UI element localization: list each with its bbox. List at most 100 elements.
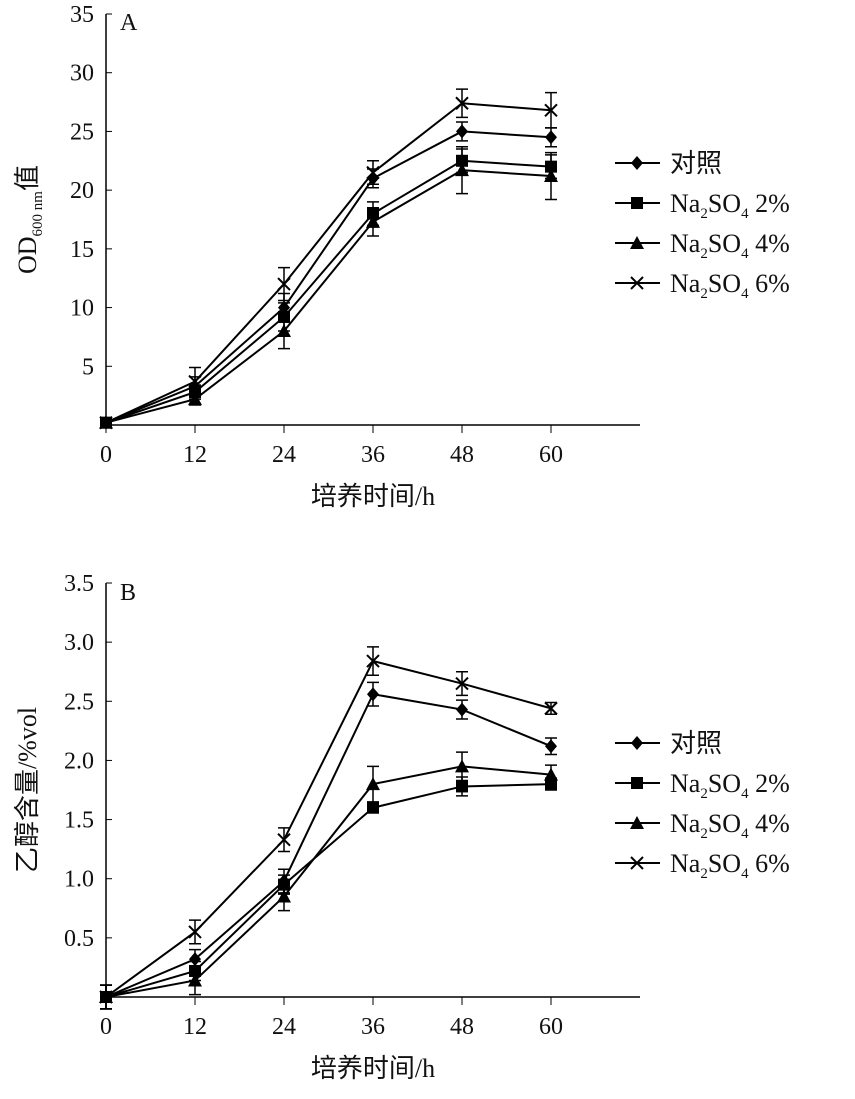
legend-text-part: 2	[700, 826, 708, 842]
y-label-sub: 600 nm	[30, 191, 46, 237]
series-3: Na2SO4 6%	[99, 88, 790, 430]
y-tick-label: 3.0	[64, 630, 94, 656]
y-tick-label: 1.0	[64, 867, 94, 893]
y-label-main: 乙醇含量/%vol	[13, 707, 42, 873]
x-tick-label: 12	[183, 1014, 207, 1040]
series-line	[105, 765, 552, 998]
data-point	[544, 103, 558, 117]
series-line	[105, 102, 552, 424]
legend-text-part: 4%	[749, 229, 790, 258]
series-line	[105, 659, 552, 998]
data-point	[99, 990, 113, 1004]
legend-marker	[630, 276, 644, 290]
y-tick-label: 1.5	[64, 808, 94, 834]
legend-text-part: Na	[670, 189, 701, 218]
x-tick-label: 0	[100, 1014, 112, 1040]
y-tick-label: 2.0	[64, 748, 94, 774]
legend-text-part: 4	[741, 246, 749, 262]
legend-text-part: 4	[741, 286, 749, 302]
data-point	[544, 701, 558, 716]
legend-label: Na2SO4 6%	[670, 849, 790, 882]
data-point	[545, 130, 557, 145]
x-tick-label: 60	[539, 442, 563, 468]
legend-text-part: 2	[700, 866, 708, 882]
data-point	[456, 124, 468, 139]
series-2: Na2SO4 4%	[99, 145, 790, 429]
y-tick-label: 25	[70, 119, 94, 145]
legend-text-part: 4	[741, 866, 749, 882]
legend-text-part: 2	[700, 786, 708, 802]
y-tick-label: 10	[70, 296, 94, 322]
legend-marker	[631, 197, 643, 209]
data-point	[188, 925, 202, 939]
legend-text-part: Na	[670, 809, 701, 838]
legend-text-part: 4	[741, 786, 749, 802]
data-point	[456, 702, 468, 717]
data-point	[455, 163, 469, 177]
legend-label: 对照	[670, 729, 722, 758]
legend-text-part: SO	[708, 189, 741, 218]
legend-text-part: SO	[708, 229, 741, 258]
y-tick-label: 15	[70, 237, 94, 263]
legend-marker	[630, 816, 644, 829]
x-tick-label: 0	[100, 442, 112, 468]
data-point	[277, 324, 291, 338]
data-point	[455, 676, 469, 691]
legend-marker	[631, 736, 643, 750]
data-point	[366, 165, 380, 180]
legend-text-part: 4	[741, 826, 749, 842]
y-label-suffix: 值	[13, 165, 42, 191]
x-axis-label: 培养时间/h	[311, 482, 435, 511]
y-axis-label: OD600 nm值	[13, 165, 46, 274]
y-tick-label: 0.5	[64, 926, 94, 952]
legend-label: Na2SO4 2%	[670, 769, 790, 802]
legend-text-part: 2	[700, 286, 708, 302]
data-point	[188, 392, 202, 406]
legend-label: 对照	[670, 149, 722, 178]
legend-text-part: Na	[670, 229, 701, 258]
legend-text-part: 2	[700, 246, 708, 262]
series-line	[105, 783, 552, 998]
y-tick-label: 3.5	[64, 571, 94, 597]
data-point	[99, 415, 113, 430]
series-3: Na2SO4 6%	[99, 646, 790, 1010]
legend-label: Na2SO4 2%	[670, 189, 790, 222]
x-tick-label: 48	[450, 442, 474, 468]
y-tick-label: 20	[70, 178, 94, 204]
x-axis-label: 培养时间/h	[311, 1054, 435, 1083]
legend-marker	[630, 856, 644, 870]
legend-text-part: SO	[708, 809, 741, 838]
legend-text-part: 2%	[749, 769, 790, 798]
legend-text-part: SO	[708, 769, 741, 798]
data-point	[277, 889, 291, 903]
legend-label: Na2SO4 4%	[670, 809, 790, 842]
x-tick-label: 12	[183, 442, 207, 468]
series-line	[105, 159, 552, 424]
data-point	[189, 952, 201, 967]
data-point	[277, 277, 291, 291]
data-point	[456, 780, 468, 793]
y-tick-label: 35	[70, 2, 94, 28]
legend-marker	[631, 777, 643, 789]
panel-B: 0.51.01.52.02.53.03.50 12 24 36 48 60培养时间/hB乙…	[13, 571, 790, 1083]
legend-text-part: Na	[670, 849, 701, 878]
legend-label: Na2SO4 4%	[670, 229, 790, 262]
legend-text-part: SO	[708, 849, 741, 878]
series-2: Na2SO4 4%	[99, 751, 790, 1010]
legend-text-part: 2%	[749, 189, 790, 218]
legend-text-part: 2	[700, 206, 708, 222]
data-point	[544, 767, 558, 781]
series-line	[105, 693, 552, 998]
legend-marker	[631, 156, 643, 170]
series-0: 对照	[100, 681, 722, 1010]
x-tick-label: 36	[361, 1014, 385, 1040]
y-tick-label: 30	[70, 61, 94, 87]
legend-text-part: SO	[708, 269, 741, 298]
data-point	[366, 777, 380, 791]
data-point	[367, 687, 379, 702]
x-tick-label: 48	[450, 1014, 474, 1040]
x-tick-label: 24	[272, 442, 296, 468]
legend-text-part: 6%	[749, 269, 790, 298]
legend-text-part: Na	[670, 769, 701, 798]
